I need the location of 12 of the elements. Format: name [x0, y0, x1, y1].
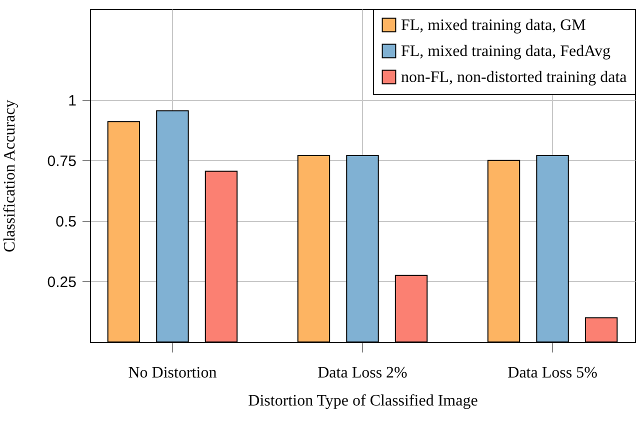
x-tick-label: Data Loss 5%	[508, 364, 598, 382]
x-tick-label: Data Loss 2%	[318, 364, 408, 382]
legend-label: non-FL, non-distorted training data	[401, 69, 627, 86]
y-tick-label: 1	[68, 92, 76, 110]
x-tick-label: No Distortion	[128, 364, 217, 382]
y-tick-label: 0.5	[56, 213, 76, 230]
legend-label: FL, mixed training data, FedAvg	[401, 43, 610, 60]
y-tick-label: 0.75	[47, 152, 76, 170]
y-axis-title: Classification Accuracy	[1, 100, 18, 252]
y-tick-label: 0.25	[47, 274, 76, 291]
legend-label: FL, mixed training data, GM	[401, 17, 586, 34]
x-axis-title: Distortion Type of Classified Image	[248, 392, 478, 410]
